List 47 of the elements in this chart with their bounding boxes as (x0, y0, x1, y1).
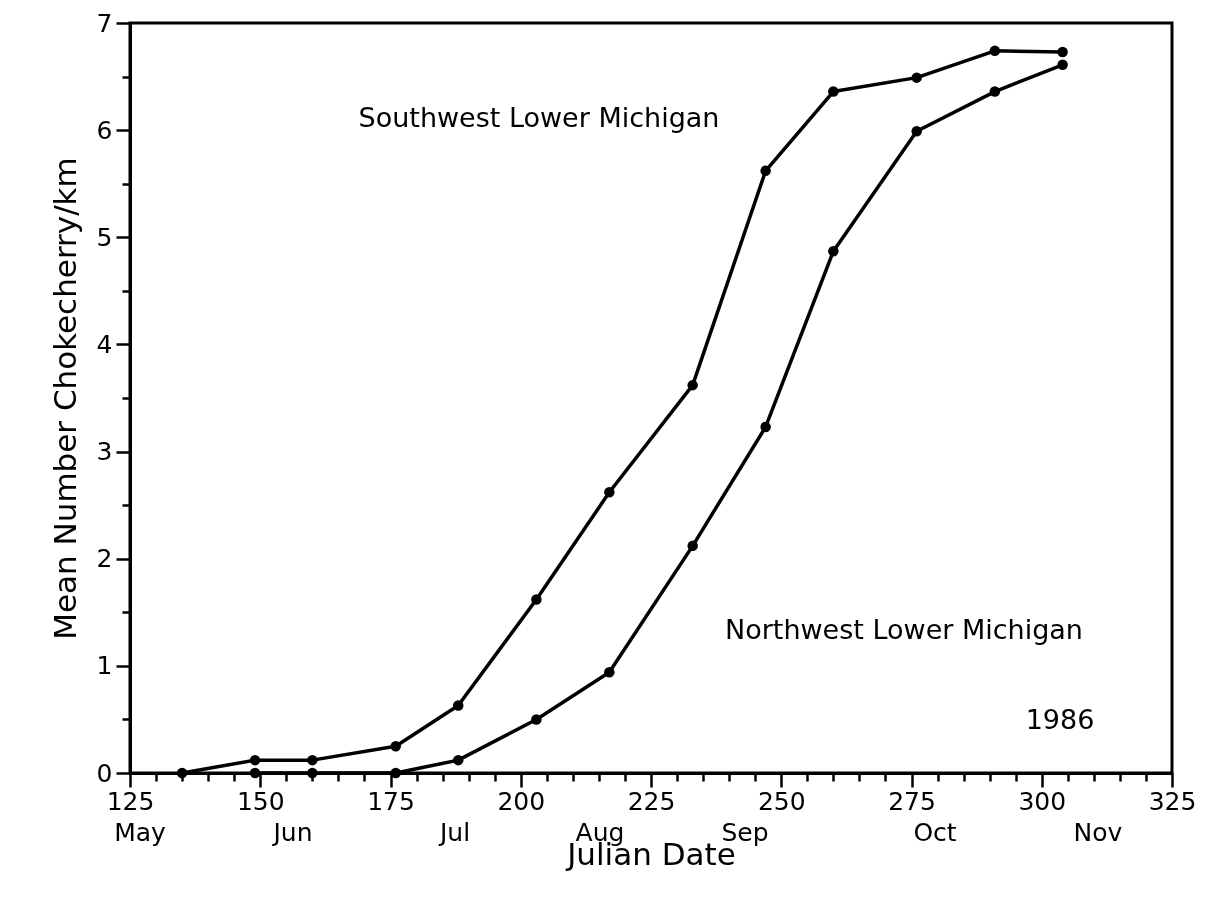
y-tick-label: 2 (96, 544, 113, 574)
point (390, 740, 401, 752)
x-tick-label: 150 (236, 786, 285, 816)
point (307, 754, 318, 766)
point (760, 421, 771, 433)
y-tick-label: 4 (96, 329, 113, 359)
point (911, 125, 922, 137)
y-tick-label: 7 (96, 8, 113, 38)
y-tick-label: 5 (96, 222, 113, 252)
x-tick-label: 250 (757, 786, 806, 816)
point (911, 72, 922, 83)
y-axis-title: Mean Number Chokecherry/km (46, 157, 83, 640)
y-tick-label: 3 (96, 437, 113, 467)
point (687, 379, 698, 391)
x-tick-label: 325 (1148, 786, 1197, 816)
annotation: Northwest Lower Michigan (725, 614, 1083, 645)
point (687, 540, 698, 552)
point (531, 594, 542, 605)
point (1057, 59, 1068, 71)
x-tick-label: 225 (627, 786, 676, 816)
point (531, 714, 542, 725)
text: May (114, 818, 167, 847)
point (604, 667, 615, 678)
x-tick-label: 175 (367, 786, 415, 816)
x-tick-label: 300 (1018, 786, 1067, 816)
point (989, 86, 1001, 97)
text: Jun (271, 818, 313, 847)
point (828, 86, 839, 97)
annotation: 1986 (1025, 704, 1095, 735)
point (452, 700, 464, 711)
point (760, 165, 771, 177)
point (828, 245, 839, 257)
text: Oct (913, 818, 957, 847)
point (452, 754, 464, 766)
text: Jul (437, 818, 471, 847)
y-tick-label: 1 (96, 651, 113, 681)
y-tick-label: 0 (96, 758, 113, 788)
y-tick-label: 6 (96, 115, 113, 145)
point (249, 754, 261, 766)
x-tick-label: 200 (497, 786, 546, 816)
x-tick-label: 125 (106, 786, 155, 816)
point (604, 487, 615, 498)
point (989, 45, 1001, 57)
point (1057, 46, 1068, 58)
annotation: Southwest Lower Michigan (358, 102, 720, 133)
text: Nov (1073, 818, 1123, 847)
x-tick-label: 275 (888, 786, 936, 816)
